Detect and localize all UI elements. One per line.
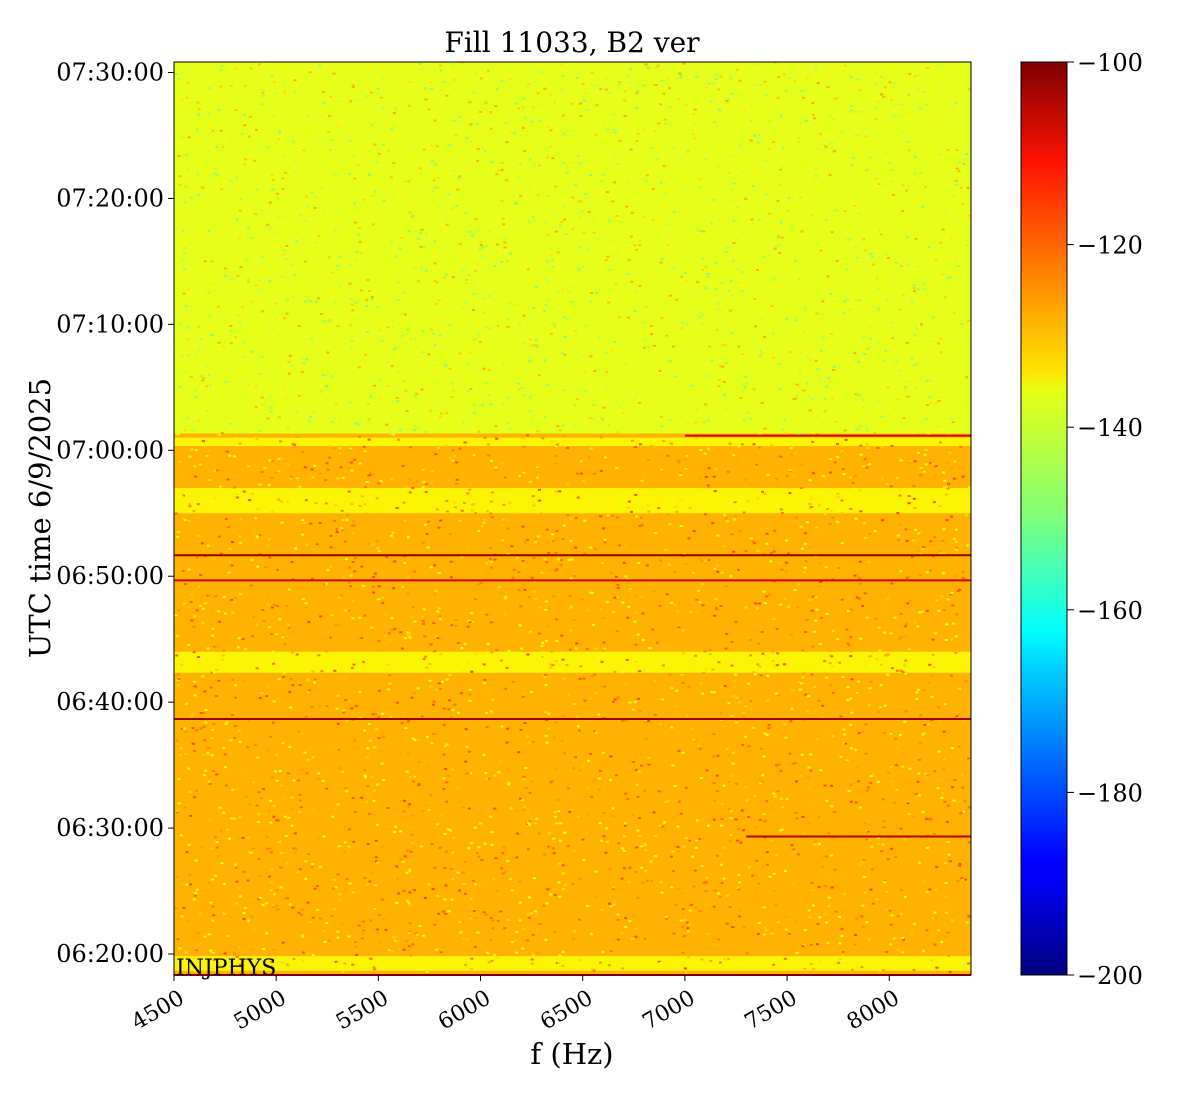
mode-annotation: INJPHYS [176,956,276,981]
chart-title: Fill 11033, B2 ver [444,26,700,59]
x-tick-label: 5000 [230,986,291,1036]
colorbar-tick-label: −100 [1077,49,1143,77]
colorbar-tick-label: −180 [1077,779,1143,807]
noise-region [174,62,971,433]
x-tick-label: 8000 [843,986,904,1036]
noise-region [174,433,971,975]
y-tick-label: 06:20:00 [56,940,164,968]
y-tick-label: 06:30:00 [56,814,164,842]
quiet-band [174,652,971,673]
y-tick-label: 07:00:00 [56,436,164,464]
y-tick-label: 07:20:00 [56,184,164,212]
colorbar-tick-label: −120 [1077,232,1143,260]
plot-area [174,62,971,975]
y-tick-label: 07:30:00 [56,58,164,86]
y-tick-label: 06:40:00 [56,688,164,716]
y-tick-label: 06:50:00 [56,562,164,590]
y-tick-label: 07:10:00 [56,310,164,338]
y-axis: 06:20:00 06:30:00 06:40:00 06:50:00 07:00:00… [56,58,174,968]
colorbar-tick-label: −200 [1077,962,1143,990]
y-axis-label: UTC time 6/9/2025 [23,378,57,658]
x-tick-label: 7000 [639,986,700,1036]
x-tick-label: 7500 [741,986,802,1036]
x-axis: 4500 5000 5500 6000 6500 7000 7500 8000 [128,975,904,1035]
colorbar-axis: −100 −120 −140 −160 −180 −200 [1067,49,1143,990]
x-tick-label: 6000 [434,986,495,1036]
x-axis-label: f (Hz) [530,1037,613,1071]
x-tick-label: 5500 [332,986,393,1036]
x-tick-label: 6500 [536,986,597,1036]
colorbar-tick-label: −160 [1077,597,1143,625]
colorbar-tick-label: −140 [1077,414,1143,442]
colorbar [1021,62,1067,975]
x-tick-label: 4500 [128,986,189,1036]
